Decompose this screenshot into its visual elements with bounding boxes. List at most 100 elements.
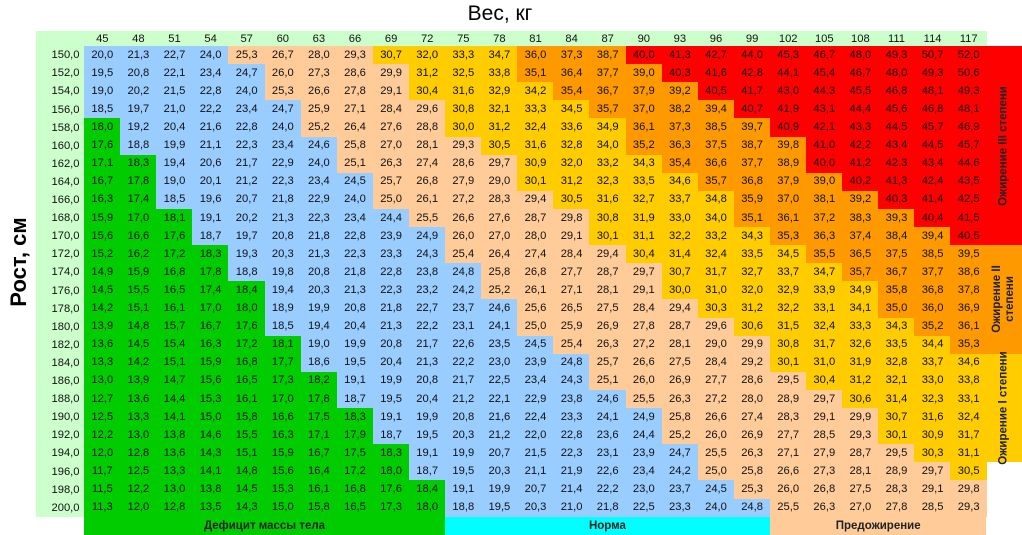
bmi-cell: 20,7: [228, 191, 265, 210]
bmi-cell: 40,0: [626, 46, 663, 65]
bmi-cell: 21,6: [192, 118, 229, 137]
bmi-cell: 26,9: [662, 372, 699, 391]
bmi-cell: 40,2: [842, 173, 879, 192]
bmi-cell: 18,2: [301, 372, 338, 391]
bmi-cell: 15,9: [120, 263, 157, 282]
bmi-cell: 24,0: [698, 499, 735, 518]
bmi-cell: 27,3: [806, 462, 843, 481]
bmi-cell: 36,6: [698, 155, 735, 174]
bmi-cell: 40,4: [914, 209, 951, 228]
bmi-cell: 33,2: [698, 227, 735, 246]
bmi-cell: 13,6: [120, 390, 157, 409]
bmi-cell: 33,3: [445, 46, 482, 65]
bmi-cell: 15,9: [192, 354, 229, 373]
bmi-cell: 48,1: [950, 100, 987, 119]
bmi-cell: 49,3: [914, 64, 951, 83]
bmi-cell: 27,2: [698, 390, 735, 409]
bmi-cell: 22,8: [192, 82, 229, 101]
bmi-cell: 26,4: [337, 118, 374, 137]
bmi-cell: 30,1: [878, 426, 915, 445]
bmi-cell: 19,0: [301, 336, 338, 355]
weight-header: 63: [301, 31, 338, 47]
bmi-cell: 36,9: [950, 299, 987, 318]
bmi-cell: 13,6: [84, 336, 121, 355]
bmi-cell: 29,1: [914, 480, 951, 499]
bmi-cell: 25,5: [698, 444, 735, 463]
bmi-cell: 14,6: [192, 426, 229, 445]
bmi-cell: 24,4: [626, 426, 663, 445]
bmi-cell: 19,0: [84, 82, 121, 101]
zone-label-deficit: Дефицит массы тела: [84, 517, 445, 535]
bmi-cell: 21,8: [301, 227, 338, 246]
bmi-cell: 18,3: [337, 408, 374, 427]
bmi-cell: 30,7: [662, 263, 699, 282]
bmi-cell: 39,0: [626, 64, 663, 83]
bmi-cell: 27,5: [842, 480, 879, 499]
bmi-cell: 28,1: [842, 462, 879, 481]
bmi-cell: 14,5: [84, 281, 121, 300]
bmi-cell: 30,1: [770, 354, 807, 373]
bmi-cell: 40,3: [662, 64, 699, 83]
bmi-cell: 24,4: [373, 209, 410, 228]
bmi-cell: 30,1: [589, 227, 626, 246]
bmi-cell: 18,0: [373, 462, 410, 481]
bmi-cell: 15,6: [265, 462, 302, 481]
bmi-cell: 30,7: [373, 46, 410, 65]
zone-label-obesity-3-text: Ожирение III степени: [998, 86, 1011, 206]
bmi-cell: 13,3: [84, 354, 121, 373]
bmi-cell: 27,8: [626, 318, 663, 337]
bmi-cell: 30,8: [770, 336, 807, 355]
bmi-cell: 20,8: [265, 227, 302, 246]
bmi-cell: 38,6: [950, 263, 987, 282]
bmi-cell: 23,0: [626, 480, 663, 499]
bmi-cell: 23,8: [409, 263, 446, 282]
bmi-cell: 21,8: [337, 263, 374, 282]
bmi-cell: 22,4: [517, 408, 554, 427]
bmi-cell: 24,6: [481, 299, 518, 318]
zone-label-obesity-1-text: Ожирение I степени: [998, 351, 1011, 464]
bmi-cell: 27,2: [445, 191, 482, 210]
bmi-cell: 28,0: [734, 390, 771, 409]
bmi-cell: 13,8: [192, 480, 229, 499]
bmi-cell: 18,8: [120, 137, 157, 156]
bmi-cell: 30,5: [950, 462, 987, 481]
bmi-cell: 30,3: [914, 444, 951, 463]
bmi-cell: 32,4: [806, 318, 843, 337]
bmi-cell: 28,0: [517, 227, 554, 246]
bmi-cell: 21,0: [553, 499, 590, 518]
bmi-cell: 18,5: [156, 191, 193, 210]
bmi-cell: 21,3: [373, 318, 410, 337]
bmi-cell: 22,3: [301, 209, 338, 228]
weight-header: 69: [373, 31, 410, 47]
bmi-cell: 26,8: [806, 480, 843, 499]
bmi-cell: 29,3: [337, 46, 374, 65]
bmi-cell: 26,6: [301, 82, 338, 101]
bmi-cell: 38,5: [698, 118, 735, 137]
bmi-cell: 14,7: [156, 372, 193, 391]
height-header: 198,0: [36, 480, 85, 499]
bmi-cell: 26,8: [409, 173, 446, 192]
bmi-cell: 28,6: [445, 155, 482, 174]
bmi-cell: 26,5: [553, 299, 590, 318]
bmi-cell: 19,9: [409, 408, 446, 427]
bmi-cell: 42,4: [914, 173, 951, 192]
bmi-cell: 25,8: [734, 462, 771, 481]
bmi-cell: 43,3: [842, 118, 879, 137]
bmi-cell: 46,7: [806, 46, 843, 65]
bmi-cell: 16,3: [84, 191, 121, 210]
bmi-cell: 27,5: [662, 354, 699, 373]
bmi-cell: 42,2: [842, 137, 879, 156]
bmi-cell: 37,3: [662, 118, 699, 137]
bmi-cell: 20,0: [84, 46, 121, 65]
bmi-cell: 19,1: [445, 480, 482, 499]
bmi-cell: 26,4: [481, 245, 518, 264]
bmi-cell: 34,9: [589, 118, 626, 137]
bmi-cell: 21,3: [265, 209, 302, 228]
bmi-cell: 21,3: [120, 46, 157, 65]
bmi-cell: 15,7: [156, 318, 193, 337]
bmi-cell: 24,5: [517, 336, 554, 355]
bmi-cell: 22,2: [409, 318, 446, 337]
bmi-cell: 17,7: [265, 354, 302, 373]
bmi-cell: 27,2: [626, 336, 663, 355]
bmi-cell: 20,2: [120, 82, 157, 101]
